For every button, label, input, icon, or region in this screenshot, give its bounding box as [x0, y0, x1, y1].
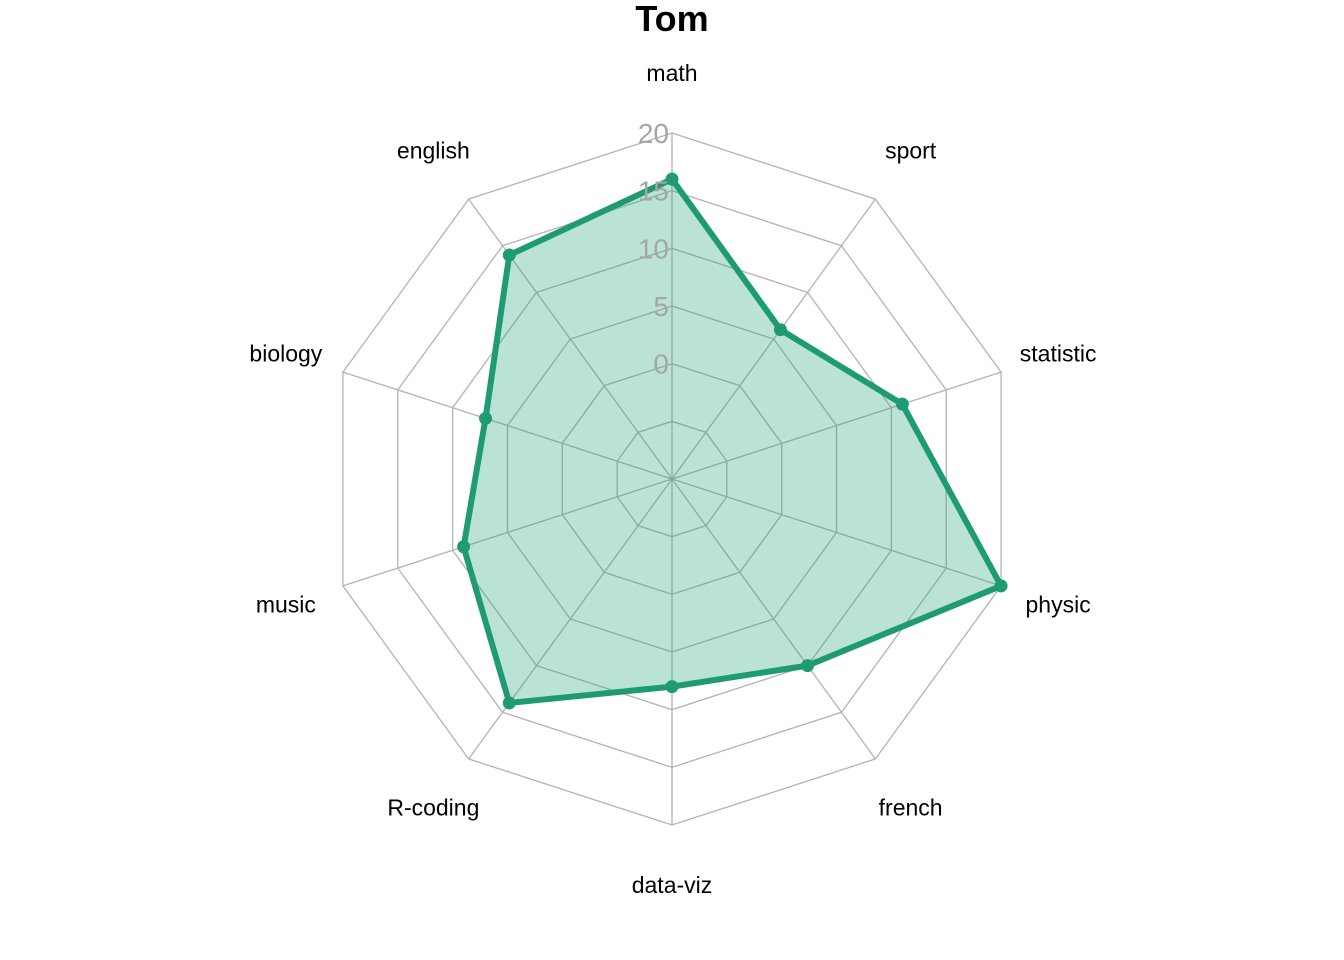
data-point-data-viz — [665, 680, 679, 694]
category-label-R-coding: R-coding — [387, 794, 479, 820]
data-point-french — [801, 659, 815, 673]
series-area — [463, 179, 1002, 703]
data-point-statistic — [895, 397, 909, 411]
chart-title: Tom — [635, 0, 708, 39]
category-labels: math sport statistic physic french data-viz R-… — [249, 60, 1096, 898]
radar-grid — [342, 132, 1002, 826]
data-point-math — [665, 172, 679, 186]
radar-series — [457, 172, 1008, 710]
radial-tick-labels: 0 5 10 15 20 — [638, 118, 669, 380]
category-label-english: english — [397, 138, 470, 164]
category-label-data-viz: data-viz — [632, 872, 713, 898]
data-point-sport — [773, 323, 787, 337]
data-point-R-coding — [502, 696, 516, 710]
category-label-sport: sport — [885, 138, 937, 164]
tick-label: 20 — [638, 118, 669, 149]
tick-label: 10 — [638, 233, 669, 264]
grid-spoke-8 — [342, 371, 673, 480]
data-point-music — [457, 540, 471, 554]
grid-spoke-2 — [671, 371, 1002, 480]
tick-label: 0 — [653, 349, 669, 380]
grid-spoke-9 — [468, 198, 673, 480]
grid-spoke-6 — [468, 478, 673, 760]
category-label-biology: biology — [249, 341, 322, 367]
data-point-physic — [994, 579, 1008, 593]
grid-spoke-1 — [671, 198, 876, 480]
tick-label: 5 — [653, 291, 669, 322]
grid-spoke-7 — [342, 478, 673, 587]
data-point-biology — [479, 411, 493, 425]
category-label-physic: physic — [1026, 591, 1091, 617]
category-label-statistic: statistic — [1020, 341, 1097, 367]
data-point-english — [502, 248, 516, 262]
grid-spoke-4 — [671, 478, 876, 760]
grid-spoke-3 — [671, 478, 1002, 587]
category-label-french: french — [879, 794, 943, 820]
category-label-music: music — [256, 591, 316, 617]
category-label-math: math — [646, 60, 697, 86]
tick-label: 15 — [638, 176, 669, 207]
